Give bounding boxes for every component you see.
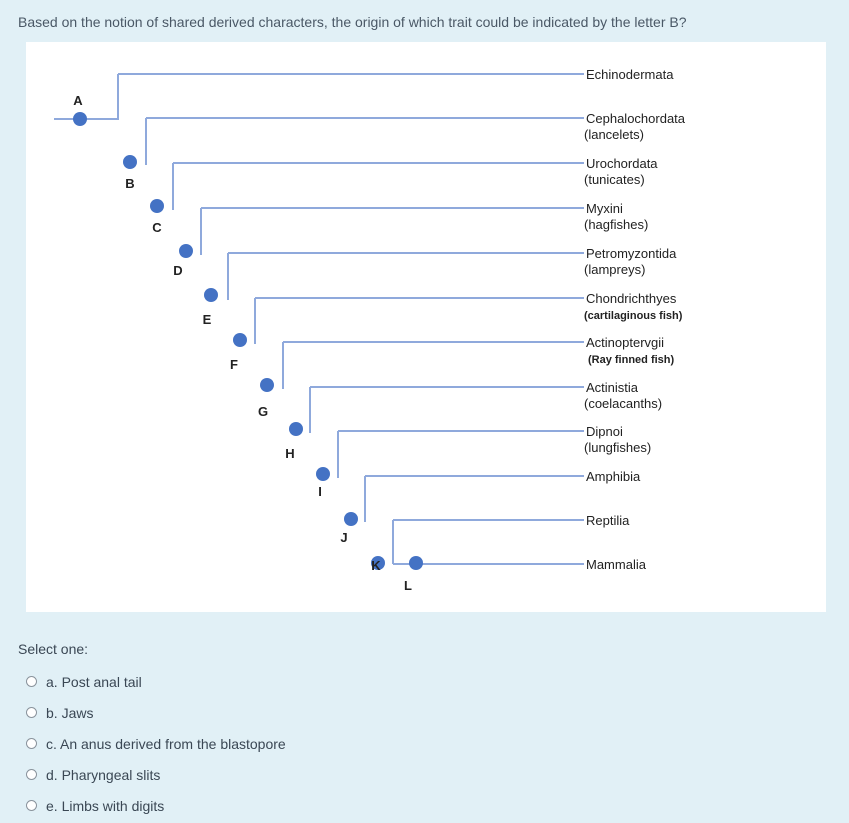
node-f-dot	[233, 333, 247, 347]
taxon-name: Chondrichthyes	[586, 291, 677, 306]
node-j-dot	[344, 512, 358, 526]
node-l-dot	[409, 556, 423, 570]
option-a-label: a. Post anal tail	[46, 673, 142, 690]
taxon-name: Echinodermata	[586, 67, 674, 82]
node-k-dot	[371, 556, 385, 570]
radio-a[interactable]	[26, 676, 37, 687]
option-a[interactable]: a. Post anal tail	[25, 666, 286, 697]
node-e-dot	[204, 288, 218, 302]
node-letter: A	[73, 93, 83, 108]
node-letter: G	[258, 404, 268, 419]
taxon-name: Amphibia	[586, 469, 641, 484]
node-letter: I	[318, 484, 322, 499]
taxon-common-name: (coelacanths)	[584, 396, 662, 411]
radio-b[interactable]	[26, 707, 37, 718]
taxon-common-name: (tunicates)	[584, 172, 645, 187]
node-b-dot	[123, 155, 137, 169]
radio-c[interactable]	[26, 738, 37, 749]
taxon-name: Actinoptervgii	[586, 335, 664, 350]
node-a-dot	[73, 112, 87, 126]
taxon-common-name: (lampreys)	[584, 262, 645, 277]
node-letter: L	[404, 578, 412, 593]
node-i-dot	[316, 467, 330, 481]
node-h-dot	[289, 422, 303, 436]
taxon-common-name: (lancelets)	[584, 127, 644, 142]
option-c[interactable]: c. An anus derived from the blastopore	[25, 728, 286, 759]
taxon-name: Reptilia	[586, 513, 630, 528]
taxon-common-name: (lungfishes)	[584, 440, 651, 455]
taxon-name: Mammalia	[586, 557, 647, 572]
taxon-name: Actinistia	[586, 380, 639, 395]
radio-e[interactable]	[26, 800, 37, 811]
taxon-common-name: (Ray finned fish)	[588, 354, 675, 366]
node-letter: H	[285, 446, 294, 461]
node-c-dot	[150, 199, 164, 213]
node-letter: E	[203, 312, 212, 327]
taxon-name: Cephalochordata	[586, 111, 686, 126]
taxon-name: Urochordata	[586, 156, 658, 171]
taxon-common-name: (hagfishes)	[584, 217, 648, 232]
cladogram-tree: A B C D E F G H I J K L Echinodermata Cephalochordata…	[54, 67, 686, 593]
option-d[interactable]: d. Pharyngeal slits	[25, 759, 286, 790]
option-e[interactable]: e. Limbs with digits	[25, 790, 286, 821]
node-letter: B	[125, 176, 134, 191]
option-e-label: e. Limbs with digits	[46, 797, 165, 814]
taxon-name: Dipnoi	[586, 424, 623, 439]
node-letter: C	[152, 220, 162, 235]
question-text: Based on the notion of shared derived ch…	[18, 14, 687, 30]
option-b[interactable]: b. Jaws	[25, 697, 286, 728]
taxon-name: Petromyzontida	[586, 246, 677, 261]
node-letter: K	[371, 558, 381, 573]
node-letter: J	[340, 530, 347, 545]
node-letter: F	[230, 357, 238, 372]
radio-d[interactable]	[26, 769, 37, 780]
select-one-label: Select one:	[18, 641, 89, 657]
option-c-label: c. An anus derived from the blastopore	[46, 735, 286, 752]
node-g-dot	[260, 378, 274, 392]
taxon-common-name: (cartilaginous fish)	[584, 310, 683, 322]
option-d-label: d. Pharyngeal slits	[46, 766, 161, 783]
answer-options: a. Post anal tail b. Jaws c. An anus der…	[25, 666, 286, 821]
node-d-dot	[179, 244, 193, 258]
cladogram-figure: A B C D E F G H I J K L Echinodermata Cephalochordata…	[26, 42, 826, 612]
node-letter: D	[173, 263, 182, 278]
taxon-name: Myxini	[586, 201, 623, 216]
option-b-label: b. Jaws	[46, 704, 94, 721]
